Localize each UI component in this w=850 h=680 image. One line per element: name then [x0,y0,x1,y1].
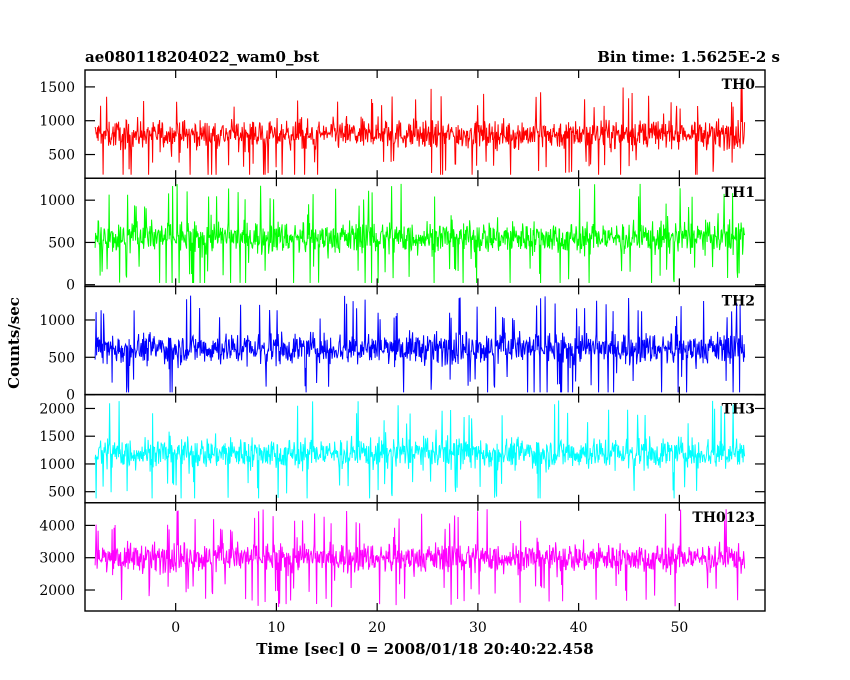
panel-label: TH0123 [692,510,755,526]
y-tick-label: 1000 [39,313,75,329]
y-tick-label: 3000 [39,551,75,567]
panel-th2: 0 500 1000 TH2 [39,285,766,404]
y-axis-label: Counts/sec [5,297,23,389]
x-axis-label: Time [sec] 0 = 2008/01/18 20:40:22.458 [256,640,593,658]
y-tick-label: 500 [48,235,75,251]
bin-time-label: Bin time: 1.5625E-2 s [597,48,780,66]
y-tick-label: 0 [66,278,75,294]
panels: 500 1000 1500 TH0 0 500 1000 TH1 0 500 1000 TH2 500 1… [39,69,766,612]
panel-label: TH1 [722,185,755,201]
x-axis: 0 10 20 30 40 50 [171,620,688,636]
series-th2 [94,295,746,393]
x-tick-label: 0 [171,620,180,636]
y-tick-label: 500 [48,350,75,366]
series-th0123 [94,509,746,608]
y-tick-label: 2000 [39,583,75,599]
y-tick-label: 1500 [39,429,75,445]
y-tick-label: 500 [48,485,75,501]
chart-title: ae080118204022_wam0_bst [85,48,319,66]
y-tick-label: 1000 [39,114,75,130]
x-tick-label: 20 [368,620,386,636]
x-tick-label: 30 [469,620,487,636]
panel-label: TH0 [722,77,756,93]
x-tick-label: 40 [570,620,588,636]
x-tick-label: 10 [267,620,285,636]
panel-th1: 0 500 1000 TH1 [39,177,766,294]
series-th0 [94,87,746,175]
x-tick-label: 50 [670,620,688,636]
y-tick-label: 1000 [39,193,75,209]
y-tick-label: 4000 [39,518,75,534]
y-tick-label: 500 [48,148,75,164]
y-tick-label: 1500 [39,80,75,96]
series-th1 [94,183,746,284]
y-tick-label: 1000 [39,457,75,473]
panel-frame [84,502,766,612]
y-tick-label: 2000 [39,401,75,417]
panel-th0: 500 1000 1500 TH0 [39,69,766,179]
panel-label: TH2 [722,293,755,309]
series-th3 [94,400,746,499]
panel-th0123: 2000 3000 4000 TH0123 [39,502,766,612]
y-tick-label: 0 [66,388,75,404]
panel-label: TH3 [722,402,755,418]
panel-th3: 500 1000 1500 2000 TH3 [39,393,766,504]
